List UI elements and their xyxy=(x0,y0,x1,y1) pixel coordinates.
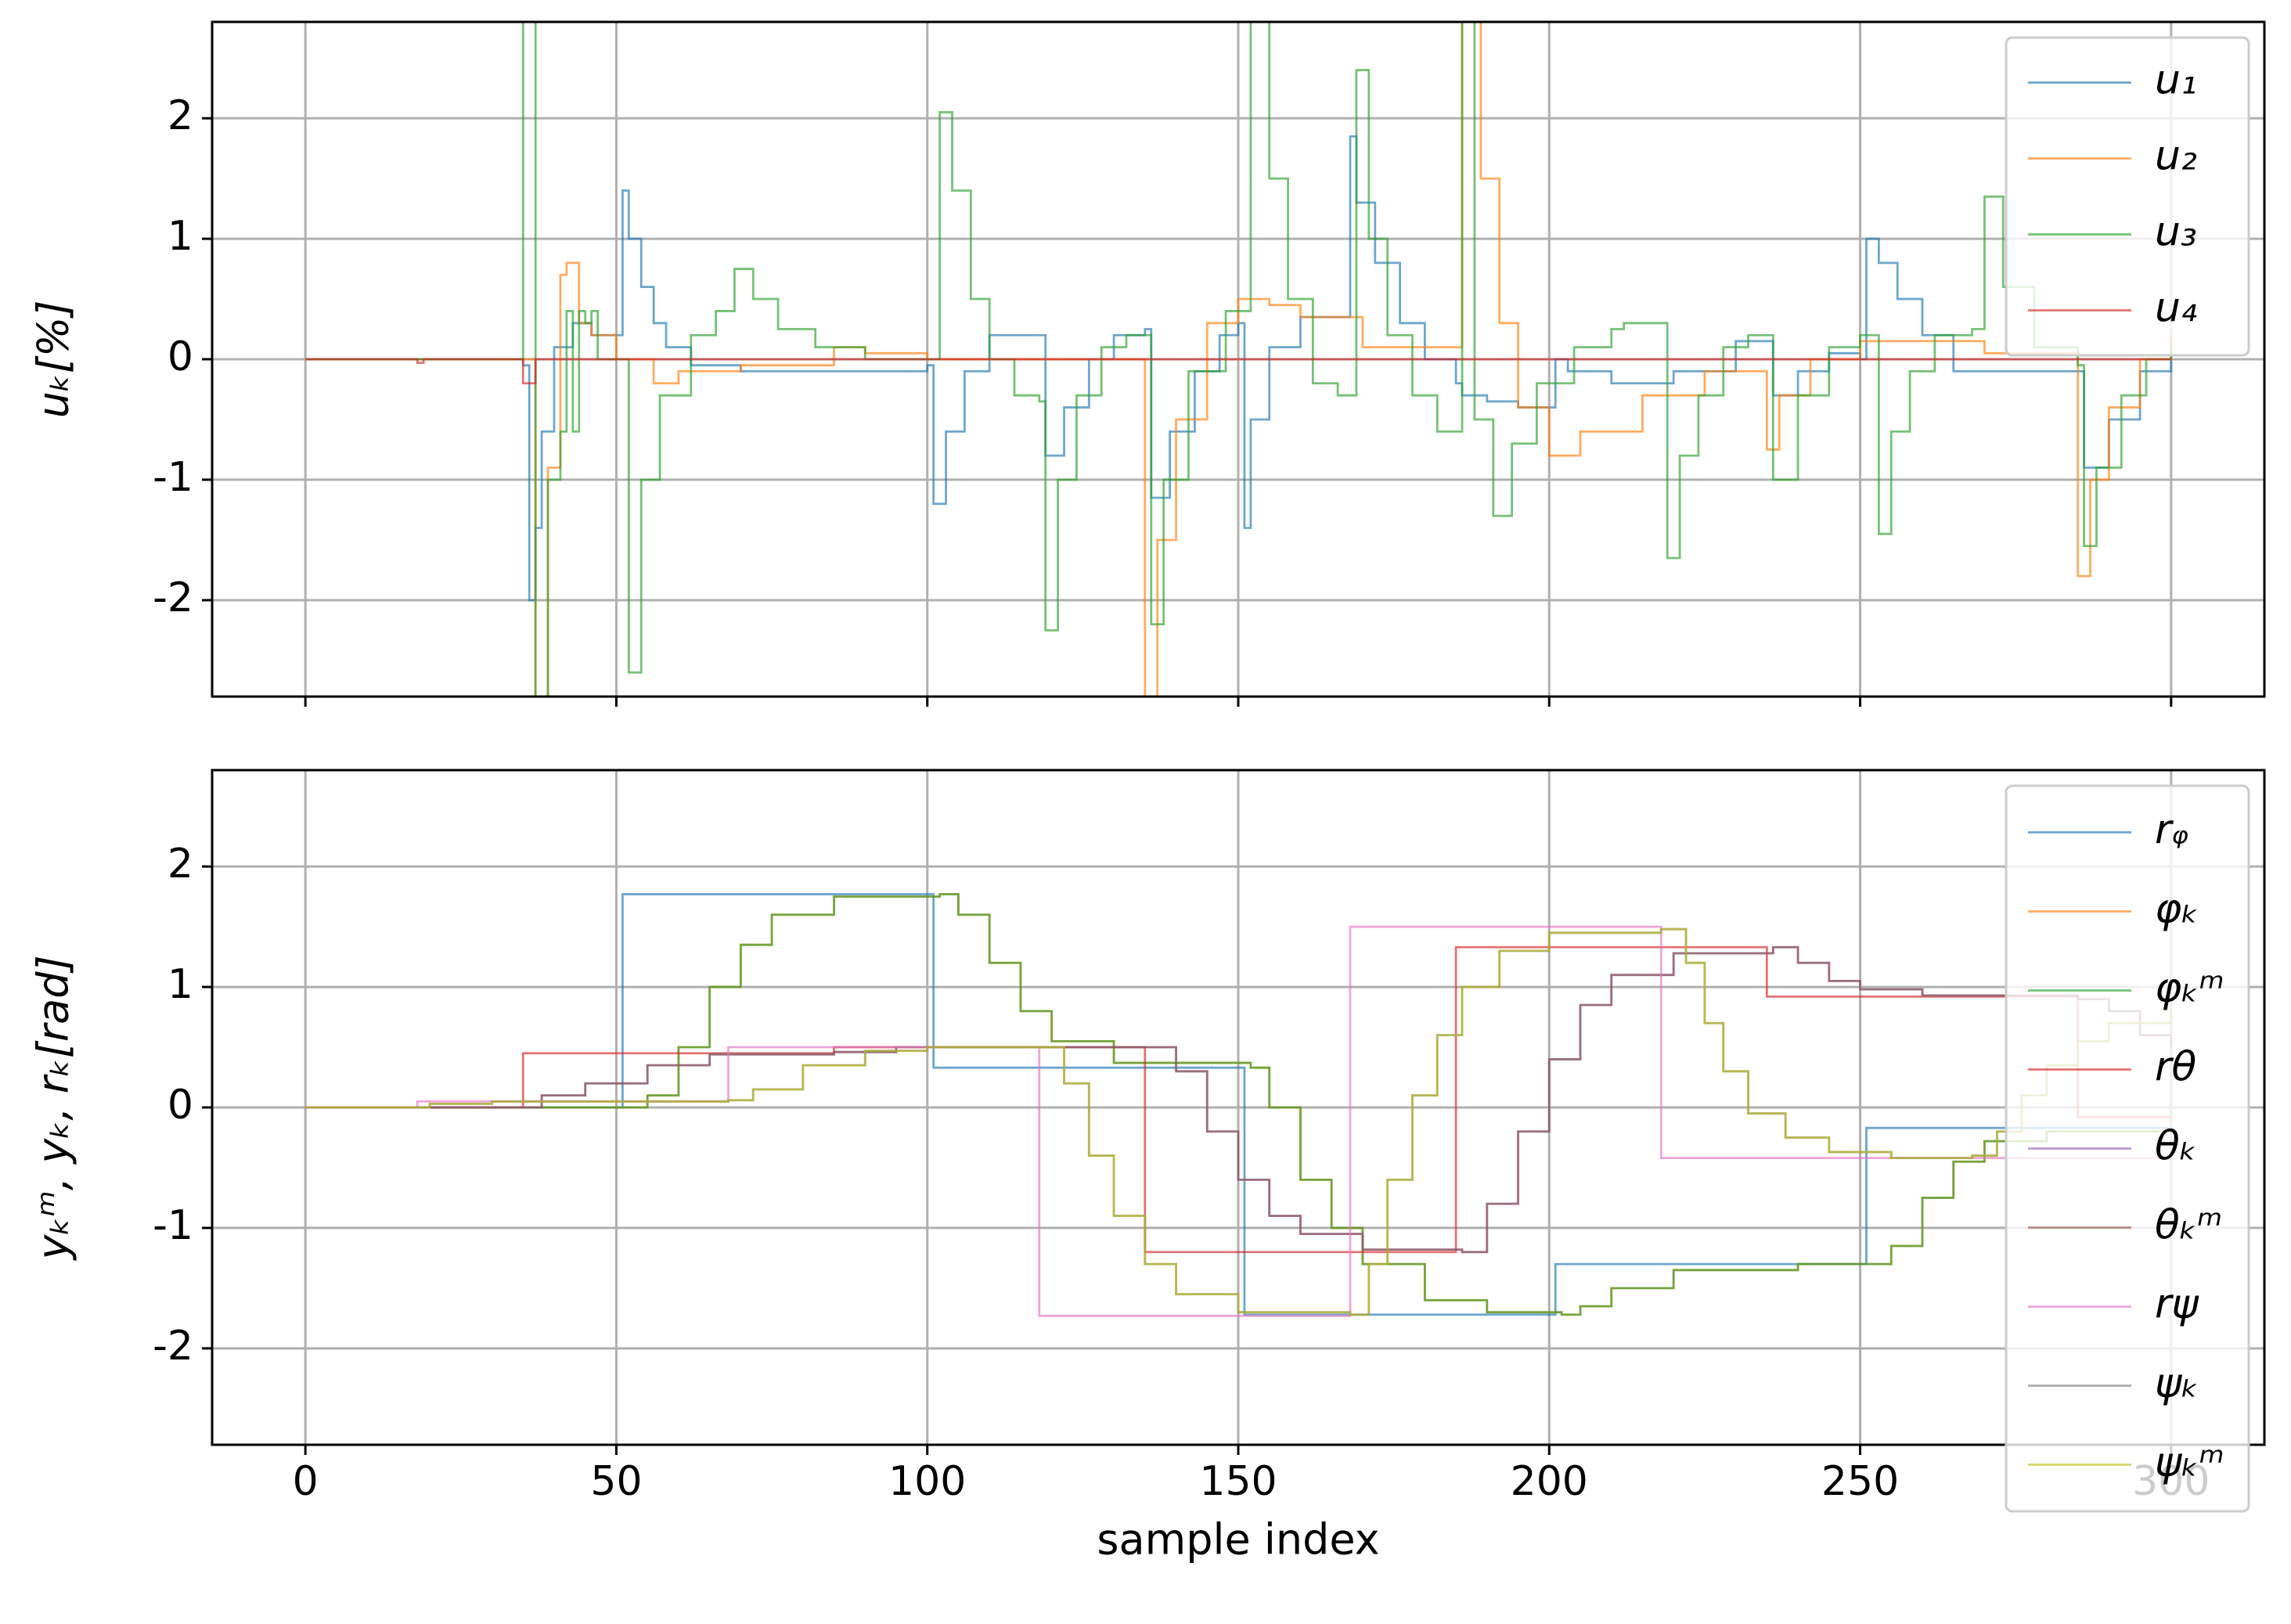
y-tick-label: -2 xyxy=(153,574,193,621)
y-tick-label: 0 xyxy=(168,1082,193,1129)
y-tick-label: 2 xyxy=(168,92,193,139)
legend-label: u₄ xyxy=(2155,285,2197,332)
x-tick-label: 250 xyxy=(1821,1458,1899,1505)
series-line xyxy=(305,358,2171,385)
series-line xyxy=(305,135,2173,602)
x-tick-label: 200 xyxy=(1511,1458,1588,1505)
axes: -2 -1 0 1 2 uₖ[%] u₁ u₂ u₃ u₄ xyxy=(29,20,2266,707)
y-tick-label: 1 xyxy=(168,961,193,1008)
y-tick-label: 0 xyxy=(168,333,193,380)
x-tick-label: 0 xyxy=(293,1458,319,1505)
y-tick-label: -2 xyxy=(153,1323,193,1370)
series-line xyxy=(305,893,2171,1316)
series-line xyxy=(305,925,2171,1317)
legend-label: u₁ xyxy=(2155,57,2197,104)
y-tick-label: 1 xyxy=(168,213,193,260)
axes-frame xyxy=(211,20,2266,698)
legend-label: u₃ xyxy=(2155,209,2197,256)
y-axis-label: yₖᵐ, yₖ, rₖ[rad] xyxy=(29,955,78,1261)
legend-label: u₂ xyxy=(2155,133,2197,180)
x-axis-label: sample index xyxy=(1097,1515,1379,1565)
legend-label: ψₖ xyxy=(2155,1360,2199,1407)
y-axis-label: uₖ[%] xyxy=(29,301,78,419)
series-line xyxy=(305,22,2173,697)
x-tick-label: 150 xyxy=(1199,1458,1277,1505)
legend-label: θₖᵐ xyxy=(2155,1202,2222,1249)
y-tick-label: -1 xyxy=(153,454,193,501)
axes-frame xyxy=(211,769,2266,1446)
legend: u₁ u₂ u₃ u₄ xyxy=(2005,36,2250,357)
y-tick-label: -1 xyxy=(153,1202,193,1249)
series-line xyxy=(305,893,2173,1316)
series-line xyxy=(305,945,2173,1254)
x-tick-label: 100 xyxy=(888,1458,966,1505)
legend-label: φₖᵐ xyxy=(2155,965,2224,1012)
x-tick-label: 50 xyxy=(590,1458,642,1505)
legend-label: rψ xyxy=(2155,1281,2199,1328)
legend-label: θₖ xyxy=(2155,1123,2197,1170)
y-tick-label: 2 xyxy=(168,841,193,888)
legend: rᵩ φₖ φₖᵐ rθ θₖ θₖᵐ rψ ψₖ ψₖᵐ xyxy=(2005,784,2250,1513)
legend-box xyxy=(2005,36,2250,357)
legend-label: ψₖᵐ xyxy=(2155,1439,2224,1486)
legend-label: φₖ xyxy=(2155,886,2199,933)
series-line xyxy=(305,927,2173,1316)
legend-label: rθ xyxy=(2155,1044,2196,1091)
legend-label: rᵩ xyxy=(2155,807,2188,854)
